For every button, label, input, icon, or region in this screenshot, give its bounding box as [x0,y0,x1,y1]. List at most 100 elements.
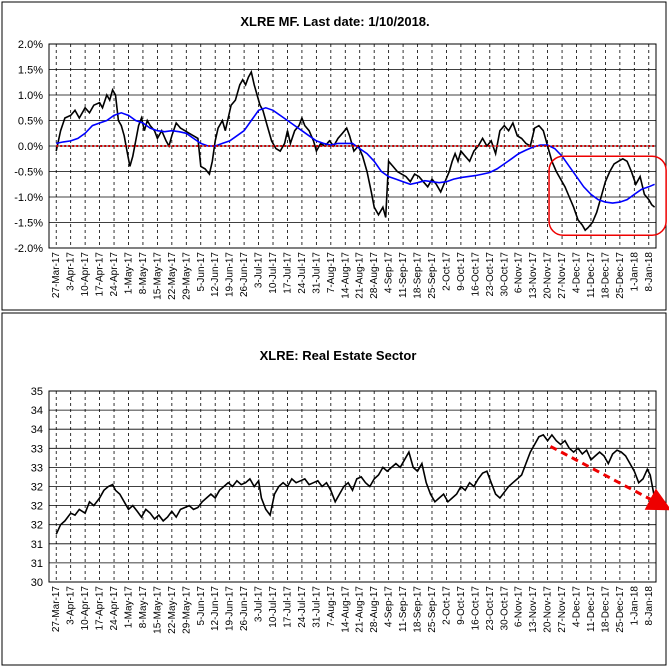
x-tick-label: 3-Apr-17 [66,586,77,625]
y-tick-label: -2.0% [14,243,43,255]
y-tick-label: -1.5% [14,218,43,230]
x-tick-label: 4-Sep-17 [384,586,395,628]
x-tick-label: 20-Nov-17 [543,252,554,299]
y-tick-label: 35 [31,386,43,398]
x-tick-label: 22-May-17 [167,586,178,634]
x-tick-label: 6-Nov-17 [514,586,525,628]
y-tick-label: -1.0% [14,192,43,204]
y-tick-label: 2.0% [18,39,43,51]
series-line-0 [55,69,656,232]
y-tick-label: 34 [31,405,43,417]
x-tick-label: 27-Nov-17 [557,586,568,633]
x-tick-label: 25-Sep-17 [427,586,438,633]
x-tick-label: 30-Oct-17 [499,586,510,631]
x-tick-label: 11-Dec-17 [586,586,597,632]
x-tick-label: 10-Apr-17 [80,586,91,631]
x-tick-label: 24-Apr-17 [109,252,120,297]
x-tick-label: 29-May-17 [181,252,192,300]
x-tick-label: 1-May-17 [123,586,134,629]
x-tick-label: 30-Oct-17 [499,252,510,297]
x-tick-label: 1-May-17 [123,252,134,295]
x-tick-label: 7-Aug-17 [326,586,337,628]
x-tick-label: 8-May-17 [138,252,149,295]
y-tick-label: 33 [31,462,43,474]
x-tick-label: 11-Sep-17 [398,252,409,298]
x-tick-label: 16-Oct-17 [470,252,481,297]
y-tick-label: 30 [31,577,43,589]
mf-x-axis: 27-Mar-17 3-Apr-17 10-Apr-17 17-Apr-17 24-Ap… [51,252,655,300]
trend-arrow [549,445,669,511]
x-tick-label: 17-Jul-17 [282,252,293,294]
x-tick-label: 26-Jun-17 [239,252,250,297]
x-tick-label: 24-Jul-17 [297,586,308,628]
x-tick-label: 22-May-17 [167,252,178,300]
y-tick-label: 34 [31,424,43,436]
x-tick-label: 28-Aug-17 [369,586,380,633]
x-tick-label: 25-Dec-17 [615,252,626,299]
x-tick-label: 2-Oct-17 [441,586,452,625]
price-x-axis: 27-Mar-17 3-Apr-17 10-Apr-17 17-Apr-17 24-Ap… [51,586,655,634]
mf-chart-title: XLRE MF. Last date: 1/10/2018. [240,14,429,29]
x-tick-label: 27-Nov-17 [557,252,568,299]
x-tick-label: 9-Oct-17 [456,252,467,291]
x-tick-label: 18-Sep-17 [413,586,424,633]
x-tick-label: 19-Jun-17 [225,252,236,297]
price-chart: XLRE: Real Estate Sector 30 31 32 33 34 35 31 3… [1,312,669,666]
y-tick-label: 33 [31,443,43,455]
x-tick-label: 8-May-17 [138,586,149,629]
x-tick-label: 7-Aug-17 [326,252,337,294]
x-tick-label: 15-May-17 [152,586,163,634]
x-tick-label: 25-Dec-17 [615,586,626,633]
y-tick-label: 31 [31,558,43,570]
x-tick-label: 14-Aug-17 [340,252,351,299]
x-tick-label: 8-Jan-18 [644,252,655,292]
x-tick-label: 21-Aug-17 [355,586,366,633]
x-tick-label: 23-Oct-17 [485,586,496,631]
x-tick-label: 12-Jun-17 [210,252,221,297]
y-tick-label: 32 [31,520,43,532]
y-tick-label: 32 [31,501,43,513]
price-chart-title: XLRE: Real Estate Sector [260,348,417,363]
mf-chart: XLRE MF. Last date: 1/10/2018. -2.0% -1.5… [1,1,667,311]
x-tick-label: 24-Jul-17 [297,252,308,294]
series-line-1 [56,106,655,204]
x-tick-label: 10-Apr-17 [80,252,91,297]
x-tick-label: 5-Jun-17 [196,586,207,626]
mf-y-axis: -2.0% -1.5% -1.0% -0.5% 0.0% 0.5% 1.0% 1.5% 2.0% [14,39,43,255]
x-tick-label: 12-Jun-17 [210,586,221,631]
x-tick-label: 9-Oct-17 [456,586,467,625]
y-tick-label: 1.0% [18,90,43,102]
x-tick-label: 29-May-17 [181,586,192,634]
price-grid [49,390,656,583]
y-tick-label: 0.5% [18,116,43,128]
x-tick-label: 11-Dec-17 [586,252,597,298]
x-tick-label: 4-Dec-17 [572,252,583,294]
x-tick-label: 31-Jul-17 [311,252,322,294]
x-tick-label: 2-Oct-17 [441,252,452,291]
mf-annotation [548,155,667,236]
x-tick-label: 17-Jul-17 [282,586,293,628]
x-tick-label: 25-Sep-17 [427,252,438,299]
x-tick-label: 1-Jan-18 [629,252,640,292]
x-tick-label: 10-Jul-17 [268,586,279,628]
x-tick-label: 31-Jul-17 [311,586,322,628]
x-tick-label: 20-Nov-17 [543,586,554,633]
price-series [55,433,657,535]
x-tick-label: 4-Dec-17 [572,586,583,628]
x-tick-label: 17-Apr-17 [95,586,106,631]
y-tick-label: 31 [31,539,43,551]
price-annotation [549,445,669,511]
x-tick-label: 3-Jul-17 [254,252,265,289]
x-tick-label: 11-Sep-17 [398,586,409,632]
mf-series [55,69,656,232]
x-tick-label: 27-Mar-17 [51,252,62,299]
x-tick-label: 5-Jun-17 [196,252,207,292]
y-tick-label: 32 [31,482,43,494]
x-tick-label: 23-Oct-17 [485,252,496,297]
y-tick-label: 0.0% [18,141,43,153]
x-tick-label: 1-Jan-18 [629,586,640,626]
x-tick-label: 16-Oct-17 [470,586,481,631]
y-tick-label: 1.5% [18,65,43,77]
x-tick-label: 10-Jul-17 [268,252,279,294]
